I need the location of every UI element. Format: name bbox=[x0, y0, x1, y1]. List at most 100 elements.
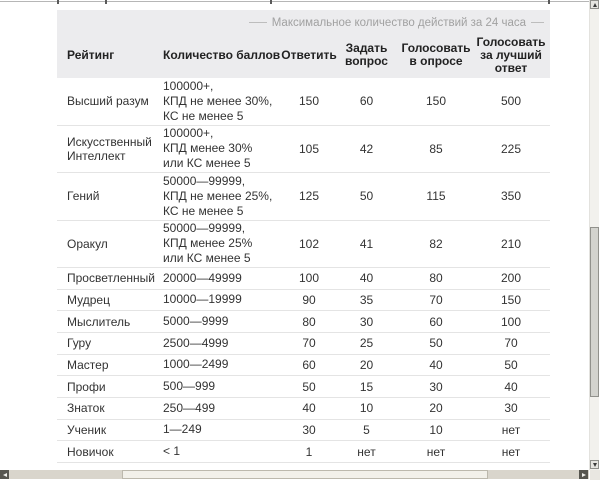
answer-limit-cell: 80 bbox=[302, 314, 316, 329]
scroll-down-button[interactable] bbox=[590, 460, 599, 469]
scroll-up-icon bbox=[592, 2, 597, 7]
table-row: Профи 500—999 50 15 30 40 bbox=[57, 376, 550, 398]
vote-best-limit-cell: 50 bbox=[504, 357, 518, 372]
vote-best-limit-cell: 225 bbox=[500, 141, 522, 156]
vote-poll-limit-cell: 70 bbox=[429, 292, 443, 307]
vote-poll-limit-cell: 10 bbox=[429, 422, 443, 437]
top-tick bbox=[548, 0, 550, 4]
vote-poll-limit-cell: 30 bbox=[429, 379, 443, 394]
column-header-vote-best: Голосовать за лучший ответ bbox=[476, 34, 546, 75]
legend-line-right bbox=[531, 22, 544, 23]
vote-poll-limit-cell: 20 bbox=[429, 401, 443, 416]
answer-limit-cell: 50 bbox=[302, 379, 316, 394]
vote-best-limit-cell: нет bbox=[501, 422, 521, 437]
ask-limit-cell: 30 bbox=[359, 314, 374, 329]
points-cell: 20000—49999 bbox=[163, 270, 242, 285]
rating-cell: Оракул bbox=[67, 236, 108, 251]
vote-poll-limit-cell: 50 bbox=[429, 336, 443, 351]
ask-limit-cell: 15 bbox=[359, 379, 374, 394]
points-cell: 250—499 bbox=[163, 400, 216, 415]
top-border-line bbox=[0, 1, 596, 2]
ask-limit-cell: 50 bbox=[359, 189, 374, 204]
answer-limit-cell: 40 bbox=[302, 401, 316, 416]
rating-cell: Новичок bbox=[67, 444, 114, 459]
scroll-left-button[interactable] bbox=[0, 470, 9, 479]
vote-best-limit-cell: 30 bbox=[504, 401, 518, 416]
top-tick bbox=[270, 0, 272, 4]
legend-line-left bbox=[248, 22, 267, 23]
vote-best-limit-cell: 150 bbox=[500, 292, 522, 307]
vote-best-limit-cell: нет bbox=[501, 444, 521, 459]
points-cell: 10000—19999 bbox=[163, 292, 242, 307]
vertical-scrollbar[interactable] bbox=[589, 0, 599, 470]
rating-cell: Ученик bbox=[67, 422, 107, 437]
answer-limit-cell: 150 bbox=[298, 94, 320, 109]
top-tick bbox=[57, 0, 59, 4]
answer-limit-cell: 30 bbox=[302, 422, 316, 437]
table-row: Гений 50000—99999, КПД не менее 25%, КС не … bbox=[57, 173, 550, 221]
points-cell: 1000—2499 bbox=[163, 357, 229, 372]
points-cell: 500—999 bbox=[163, 379, 216, 394]
table-header: Максимальное количество действий за 24 ч… bbox=[57, 10, 550, 78]
scroll-up-button[interactable] bbox=[590, 0, 599, 9]
scroll-left-icon bbox=[2, 472, 7, 477]
ask-limit-cell: 42 bbox=[359, 141, 374, 156]
vote-best-limit-cell: 210 bbox=[500, 236, 522, 251]
ask-limit-cell: 5 bbox=[363, 422, 370, 437]
vote-poll-limit-cell: 40 bbox=[429, 357, 443, 372]
vote-best-limit-cell: 100 bbox=[500, 314, 522, 329]
legend-caption: Максимальное количество действий за 24 ч… bbox=[248, 17, 550, 29]
points-cell: 5000—9999 bbox=[163, 314, 229, 329]
points-cell: 100000+, КПД не менее 30%, КС не менее 5 bbox=[163, 78, 273, 123]
rating-cell: Искусственный Интеллект bbox=[67, 134, 152, 163]
answer-limit-cell: 102 bbox=[298, 236, 320, 251]
ask-limit-cell: 35 bbox=[359, 292, 374, 307]
rating-cell: Гений bbox=[67, 189, 100, 204]
answer-limit-cell: 70 bbox=[302, 336, 316, 351]
rating-cell: Мастер bbox=[67, 357, 109, 372]
rating-cell: Просветленный bbox=[67, 271, 155, 286]
scroll-right-button[interactable] bbox=[579, 470, 588, 479]
answer-limit-cell: 100 bbox=[298, 271, 320, 286]
scroll-down-icon bbox=[592, 462, 597, 467]
vote-poll-limit-cell: 115 bbox=[426, 189, 446, 204]
vote-poll-limit-cell: 85 bbox=[429, 141, 443, 156]
legend-row: Максимальное количество действий за 24 ч… bbox=[57, 10, 550, 32]
rating-cell: Мыслитель bbox=[67, 314, 131, 329]
vote-poll-limit-cell: 60 bbox=[429, 314, 443, 329]
table-row: Ученик 1—249 30 5 10 нет bbox=[57, 420, 550, 442]
table-row: Мастер 1000—2499 60 20 40 50 bbox=[57, 355, 550, 377]
ask-limit-cell: нет bbox=[357, 444, 376, 459]
rating-cell: Знаток bbox=[67, 401, 105, 416]
column-header-vote-poll: Голосовать в опросе bbox=[401, 41, 471, 68]
points-cell: 2500—4999 bbox=[163, 335, 229, 350]
column-headers: Рейтинг Количество баллов Ответить Задат… bbox=[57, 32, 550, 78]
vote-best-limit-cell: 70 bbox=[504, 336, 518, 351]
points-cell: 50000—99999, КПД не менее 25%, КС не менее… bbox=[163, 173, 273, 218]
table-row: Искусственный Интеллект 100000+, КПД менее… bbox=[57, 126, 550, 173]
vote-poll-limit-cell: нет bbox=[426, 444, 446, 459]
vote-best-limit-cell: 200 bbox=[500, 271, 522, 286]
answer-limit-cell: 60 bbox=[302, 357, 316, 372]
vertical-scrollbar-thumb[interactable] bbox=[590, 227, 599, 397]
rating-cell: Гуру bbox=[67, 336, 92, 351]
rating-cell: Мудрец bbox=[67, 292, 110, 307]
answer-limit-cell: 1 bbox=[305, 444, 313, 459]
vote-poll-limit-cell: 150 bbox=[425, 94, 447, 109]
points-cell: 100000+, КПД менее 30% или КС менее 5 bbox=[163, 126, 253, 171]
ask-limit-cell: 40 bbox=[359, 271, 374, 286]
points-cell: < 1 bbox=[163, 444, 181, 459]
table-row: Оракул 50000—99999, КПД менее 25% или КС ме… bbox=[57, 221, 550, 268]
table-row: Новичок < 1 1 нет нет нет bbox=[57, 441, 550, 463]
table-row: Высший разум 100000+, КПД не менее 30%, КС … bbox=[57, 78, 550, 126]
ask-limit-cell: 60 bbox=[359, 94, 374, 109]
horizontal-scrollbar-thumb[interactable] bbox=[122, 470, 488, 479]
column-header-points: Количество баллов bbox=[163, 47, 281, 62]
table-body: Высший разум 100000+, КПД не менее 30%, КС … bbox=[57, 78, 550, 463]
horizontal-scrollbar[interactable] bbox=[0, 470, 589, 479]
column-header-rating: Рейтинг bbox=[67, 47, 115, 62]
points-cell: 50000—99999, КПД менее 25% или КС менее 5 bbox=[163, 221, 253, 266]
rating-cell: Профи bbox=[67, 379, 106, 394]
scroll-right-icon bbox=[581, 472, 586, 477]
